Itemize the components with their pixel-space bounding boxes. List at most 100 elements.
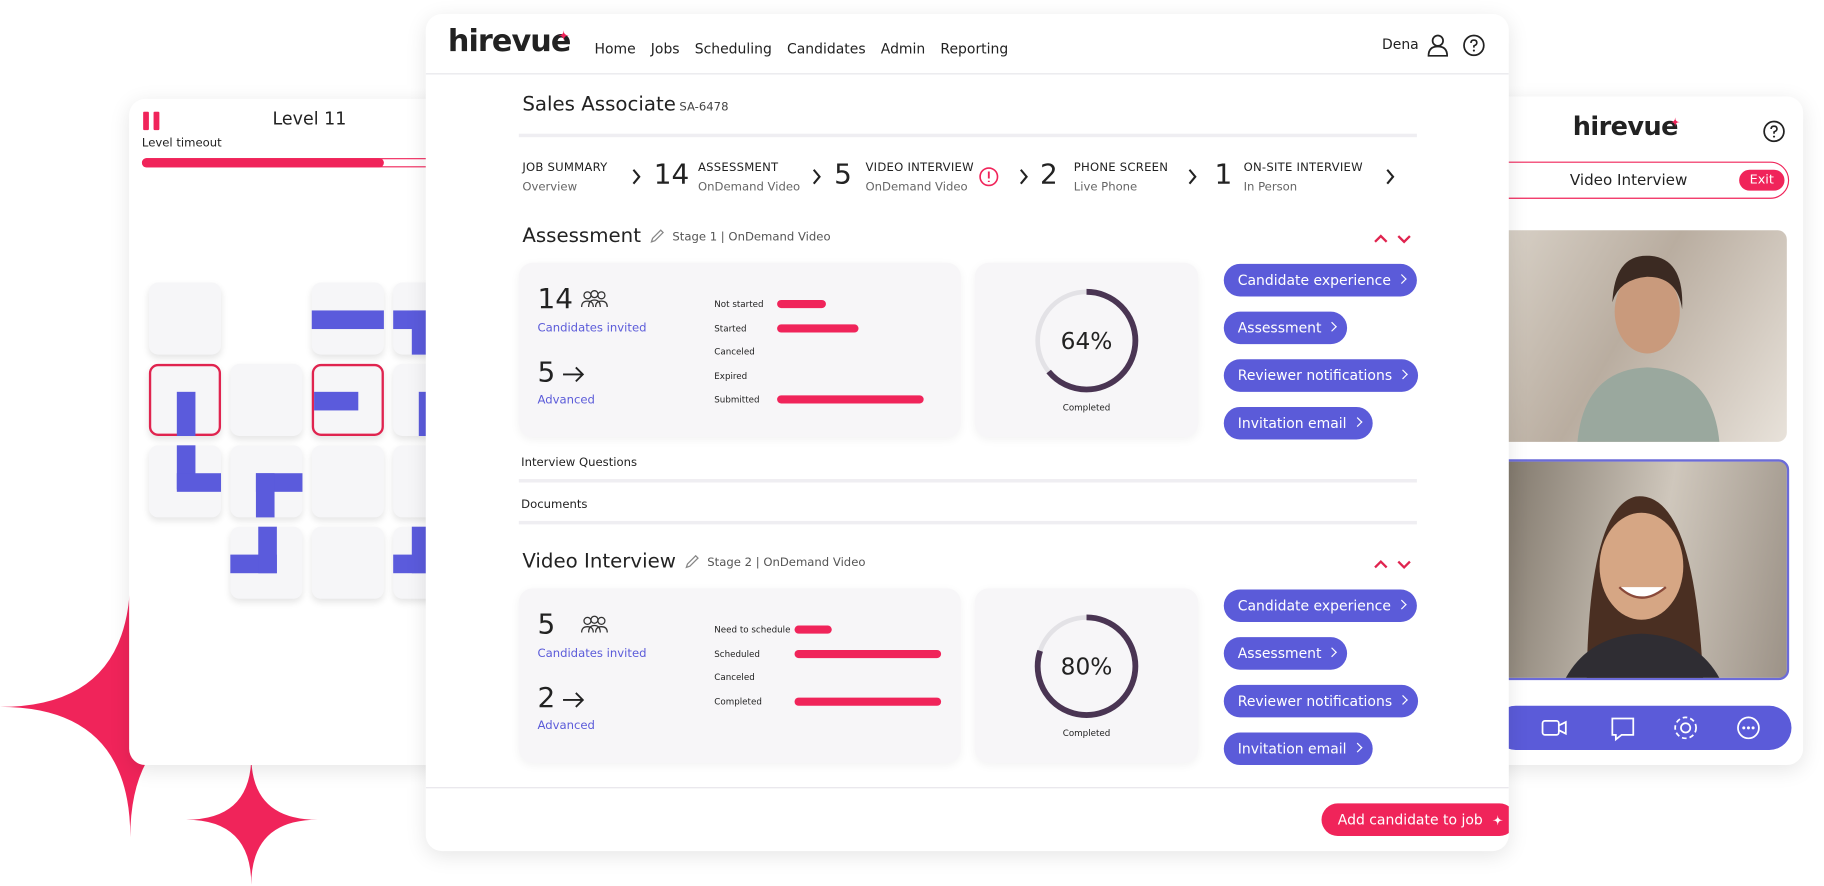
status-label: Completed xyxy=(714,695,762,707)
action-button[interactable]: Candidate experience xyxy=(1223,589,1417,623)
tile-piece xyxy=(176,473,222,492)
video-feed-1 xyxy=(1496,230,1787,442)
add-candidate-label: Add candidate to job xyxy=(1337,811,1483,828)
divider xyxy=(518,479,1417,483)
person-body xyxy=(594,626,608,633)
alert-icon xyxy=(979,167,999,187)
completion-card: 80% Completed xyxy=(974,588,1199,763)
pause-icon[interactable] xyxy=(143,111,162,131)
action-button[interactable]: Reviewer notifications xyxy=(1223,359,1418,392)
stage-chevron xyxy=(632,169,641,185)
person-body xyxy=(587,299,601,307)
stage-count: 14 xyxy=(653,158,690,191)
chevron-path xyxy=(812,169,821,185)
status-bar xyxy=(794,697,942,706)
nav-links: Home Jobs Scheduling Candidates Admin Reporti… xyxy=(594,36,1023,58)
action-button[interactable]: Invitation email xyxy=(1223,406,1373,440)
nav-link[interactable]: Admin xyxy=(880,40,926,57)
stage-name[interactable]: PHONE SCREEN xyxy=(1073,161,1169,175)
interview-questions[interactable]: Interview Questions xyxy=(521,456,638,470)
person-body xyxy=(581,626,594,633)
collapse-controls[interactable] xyxy=(1373,230,1415,246)
person-head xyxy=(590,290,599,299)
nav-link[interactable]: Reporting xyxy=(940,40,1009,57)
status-label: Canceled xyxy=(714,672,755,683)
status-label: Started xyxy=(714,322,747,334)
person-body xyxy=(594,300,608,307)
stage-name[interactable]: ASSESSMENT xyxy=(697,161,779,175)
action-button[interactable]: Invitation email xyxy=(1223,732,1373,766)
stage-name[interactable]: JOB SUMMARY xyxy=(522,161,608,175)
nav-divider xyxy=(425,73,1509,75)
alert-circle xyxy=(979,167,999,187)
edit-icon[interactable] xyxy=(684,553,700,569)
status-bar xyxy=(777,323,859,332)
completion-card: 64% Completed xyxy=(974,262,1199,438)
action-button[interactable]: Reviewer notifications xyxy=(1223,684,1418,718)
video-logo: hirevue xyxy=(1572,112,1679,142)
documents[interactable]: Documents xyxy=(521,498,588,512)
section-title: Video Interview xyxy=(522,549,676,574)
help-icon[interactable] xyxy=(1762,120,1785,143)
section-meta: Stage 2 | OnDemand Video xyxy=(707,556,866,570)
logo-star xyxy=(558,30,569,41)
nav-link[interactable]: Scheduling xyxy=(694,40,772,57)
arrow-icon xyxy=(563,366,585,383)
action-button[interactable]: Assessment xyxy=(1223,311,1348,345)
stage-sub: Overview xyxy=(522,181,578,195)
status-label: Scheduled xyxy=(714,648,760,659)
status-label: Submitted xyxy=(714,394,760,405)
person-1 xyxy=(1577,255,1720,442)
invited-count: 14 xyxy=(537,282,573,316)
tile xyxy=(230,363,303,437)
user-name[interactable]: Dena xyxy=(1382,36,1419,53)
edit-icon[interactable] xyxy=(649,228,665,244)
stage-chevron xyxy=(1019,169,1028,185)
chevron-path xyxy=(1188,169,1197,185)
pencil xyxy=(650,229,664,243)
job-id: SA-6478 xyxy=(679,101,729,114)
status-label: Canceled xyxy=(714,346,755,357)
stage-chevron xyxy=(1188,169,1197,185)
stage-name[interactable]: VIDEO INTERVIEW xyxy=(865,161,974,175)
person-head xyxy=(597,616,606,626)
nav-link[interactable]: Candidates xyxy=(786,40,866,57)
tile-piece xyxy=(176,391,196,437)
status-bar xyxy=(777,299,826,309)
section-title: Assessment xyxy=(522,224,641,248)
stage-count: 2 xyxy=(1039,158,1058,191)
person-head xyxy=(597,291,606,300)
level-title: Level 11 xyxy=(272,108,347,130)
logo[interactable]: hirevue xyxy=(447,24,572,60)
timeout-label: Level timeout xyxy=(141,137,222,150)
person-body xyxy=(581,300,594,307)
logo-star xyxy=(1670,117,1680,127)
invited-label: Candidates invited xyxy=(537,647,647,661)
collapse-controls[interactable] xyxy=(1373,556,1415,572)
section-meta: Stage 1 | OnDemand Video xyxy=(672,231,831,245)
chevron-up xyxy=(1374,559,1388,569)
user-icon[interactable] xyxy=(1426,34,1449,57)
nav-link[interactable]: Jobs xyxy=(650,40,680,57)
add-candidate-button[interactable]: Add candidate to job xyxy=(1321,803,1509,836)
main-window: hirevue Home Jobs Scheduling Candidates Admi… xyxy=(425,13,1509,852)
person-head xyxy=(583,616,592,626)
status-bar xyxy=(794,625,832,634)
chevron-path xyxy=(632,169,641,185)
advanced-label: Advanced xyxy=(537,394,595,407)
stage-name[interactable]: ON-SITE INTERVIEW xyxy=(1243,161,1363,175)
completion-percent: 80% xyxy=(1060,652,1113,681)
stage-sub: Live Phone xyxy=(1073,181,1138,195)
video-feed-2 xyxy=(1493,459,1790,681)
person-body xyxy=(587,624,601,633)
action-button[interactable]: Assessment xyxy=(1223,637,1348,670)
tile xyxy=(148,282,222,355)
nav-link[interactable]: Home xyxy=(594,40,636,57)
timeout-fill xyxy=(141,158,384,168)
tile xyxy=(311,445,384,518)
action-button[interactable]: Candidate experience xyxy=(1223,263,1417,297)
exit-button[interactable]: Exit xyxy=(1739,169,1785,191)
completion-label: Completed xyxy=(1062,402,1111,413)
help-icon[interactable] xyxy=(1462,34,1485,57)
